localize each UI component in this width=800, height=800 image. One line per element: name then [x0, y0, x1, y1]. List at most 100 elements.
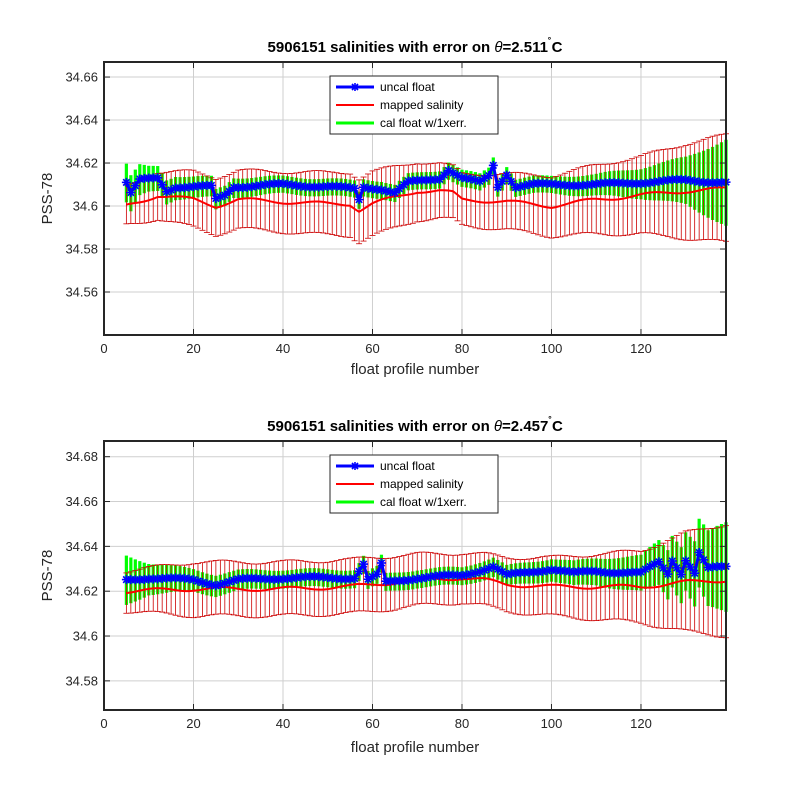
- star-stroke: [507, 177, 515, 186]
- uncal-float-point: [672, 563, 682, 573]
- legend-star: [351, 83, 359, 91]
- axes-box: [103, 61, 727, 336]
- legend: uncal float mapped salinity cal float w/1x…: [329, 75, 499, 135]
- uncal-float-markers: [121, 547, 731, 591]
- star-stroke: [359, 560, 368, 568]
- x-tick-label: 100: [541, 341, 563, 356]
- legend-label: cal float w/1xerr.: [380, 116, 467, 130]
- title-part-pre: 5906151 salinities with error on: [268, 39, 495, 56]
- x-tick-label: 40: [276, 716, 290, 731]
- uncal-float-point: [354, 195, 364, 205]
- x-tick-label: 60: [365, 716, 379, 731]
- title-part-unit: C: [552, 418, 563, 435]
- y-tick-label: 34.56: [65, 285, 98, 300]
- star-stroke: [686, 563, 694, 571]
- star-stroke: [471, 569, 480, 577]
- x-tick-label: 20: [186, 341, 200, 356]
- legend-label: mapped salinity: [380, 98, 463, 112]
- star-stroke: [659, 564, 668, 572]
- star-stroke: [212, 581, 220, 590]
- uncal-float-point: [475, 176, 485, 186]
- star-stroke: [489, 562, 498, 571]
- chart-panel-2: 0 20 40 60 80 100 120 34.58 34.6 34.62 34.64 34.66 3…: [39, 416, 731, 756]
- legend-label: uncal float: [380, 80, 435, 94]
- star-stroke: [498, 177, 507, 186]
- legend-entry: uncal float: [336, 80, 435, 94]
- star-stroke: [673, 564, 681, 572]
- chart-title: 5906151 salinities with error on θ=2.457…: [267, 416, 563, 435]
- star-stroke: [511, 183, 520, 192]
- star-stroke: [655, 558, 663, 566]
- uncal-float-markers: [121, 160, 731, 205]
- star-stroke: [681, 556, 690, 565]
- star-stroke: [467, 570, 475, 578]
- uncal-float-point: [359, 559, 369, 569]
- star-stroke: [355, 567, 363, 576]
- uncal-float-point: [350, 574, 360, 584]
- title-part-post: =2.511: [502, 39, 547, 56]
- legend-label: uncal float: [380, 459, 435, 473]
- star-stroke: [695, 548, 703, 557]
- star-stroke: [153, 174, 162, 182]
- uncal-float-point: [206, 180, 216, 190]
- y-tick-label: 34.6: [73, 629, 98, 644]
- title-part-unit: C: [552, 39, 563, 56]
- y-tick-label: 34.62: [65, 584, 98, 599]
- legend-label: mapped salinity: [380, 477, 463, 491]
- star-stroke: [699, 556, 708, 564]
- title-part-deg: ˚: [548, 37, 552, 49]
- star-stroke: [355, 195, 363, 204]
- uncal-float-point: [676, 570, 686, 580]
- star-stroke: [485, 171, 493, 180]
- star-stroke: [494, 565, 502, 573]
- uncal-float-point: [699, 555, 709, 565]
- uncal-float-point: [694, 547, 704, 557]
- uncal-float-point: [506, 176, 516, 186]
- uncal-float-point: [488, 160, 498, 170]
- uncal-float-point: [667, 556, 677, 566]
- x-tick-label: 80: [455, 341, 469, 356]
- legend-entry: cal float w/1xerr.: [336, 116, 467, 130]
- x-tick-label: 20: [186, 716, 200, 731]
- title-part-theta: θ: [494, 418, 502, 435]
- x-tick-label: 60: [365, 341, 379, 356]
- star-stroke: [690, 569, 699, 577]
- legend-label: cal float w/1xerr.: [380, 495, 467, 509]
- star-stroke: [194, 577, 202, 585]
- x-axis-label: float profile number: [351, 361, 479, 378]
- x-tick-label: 100: [541, 716, 563, 731]
- star-stroke: [189, 575, 198, 584]
- y-tick-label: 34.58: [65, 673, 98, 688]
- y-tick-label: 34.62: [65, 156, 98, 171]
- uncal-float-point: [372, 569, 382, 579]
- uncal-float-point: [685, 562, 695, 572]
- uncal-float-point: [658, 563, 668, 573]
- uncal-float-point: [690, 568, 700, 578]
- uncal-float-point: [354, 566, 364, 576]
- x-tick-label: 120: [630, 341, 652, 356]
- star-stroke: [498, 567, 507, 576]
- legend-entry: cal float w/1xerr.: [336, 495, 467, 509]
- y-tick-label: 34.66: [65, 70, 98, 85]
- star-stroke: [449, 169, 457, 177]
- y-axis-label: PSS-78: [39, 550, 56, 602]
- star-stroke: [350, 574, 359, 583]
- star-stroke: [664, 570, 672, 578]
- y-tick-label: 34.64: [65, 113, 98, 128]
- star-stroke: [127, 188, 135, 197]
- uncal-float-point: [153, 173, 163, 183]
- star-stroke: [502, 171, 511, 179]
- uncal-float-point: [157, 180, 167, 190]
- uncal-float-point: [350, 183, 360, 193]
- uncal-float-point: [497, 176, 507, 186]
- uncal-float-point: [484, 171, 494, 181]
- legend-entry: mapped salinity: [336, 98, 463, 112]
- uncal-float-point: [121, 177, 131, 187]
- chart-panel-1: 0 20 40 60 80 100 120 34.56 34.58 34.6 34.62 34.64 3…: [39, 37, 731, 378]
- star-stroke: [373, 570, 381, 578]
- legend-entry: mapped salinity: [336, 477, 463, 491]
- uncal-float-point: [376, 558, 386, 568]
- star-stroke: [158, 181, 166, 189]
- uncal-float-point: [493, 182, 503, 192]
